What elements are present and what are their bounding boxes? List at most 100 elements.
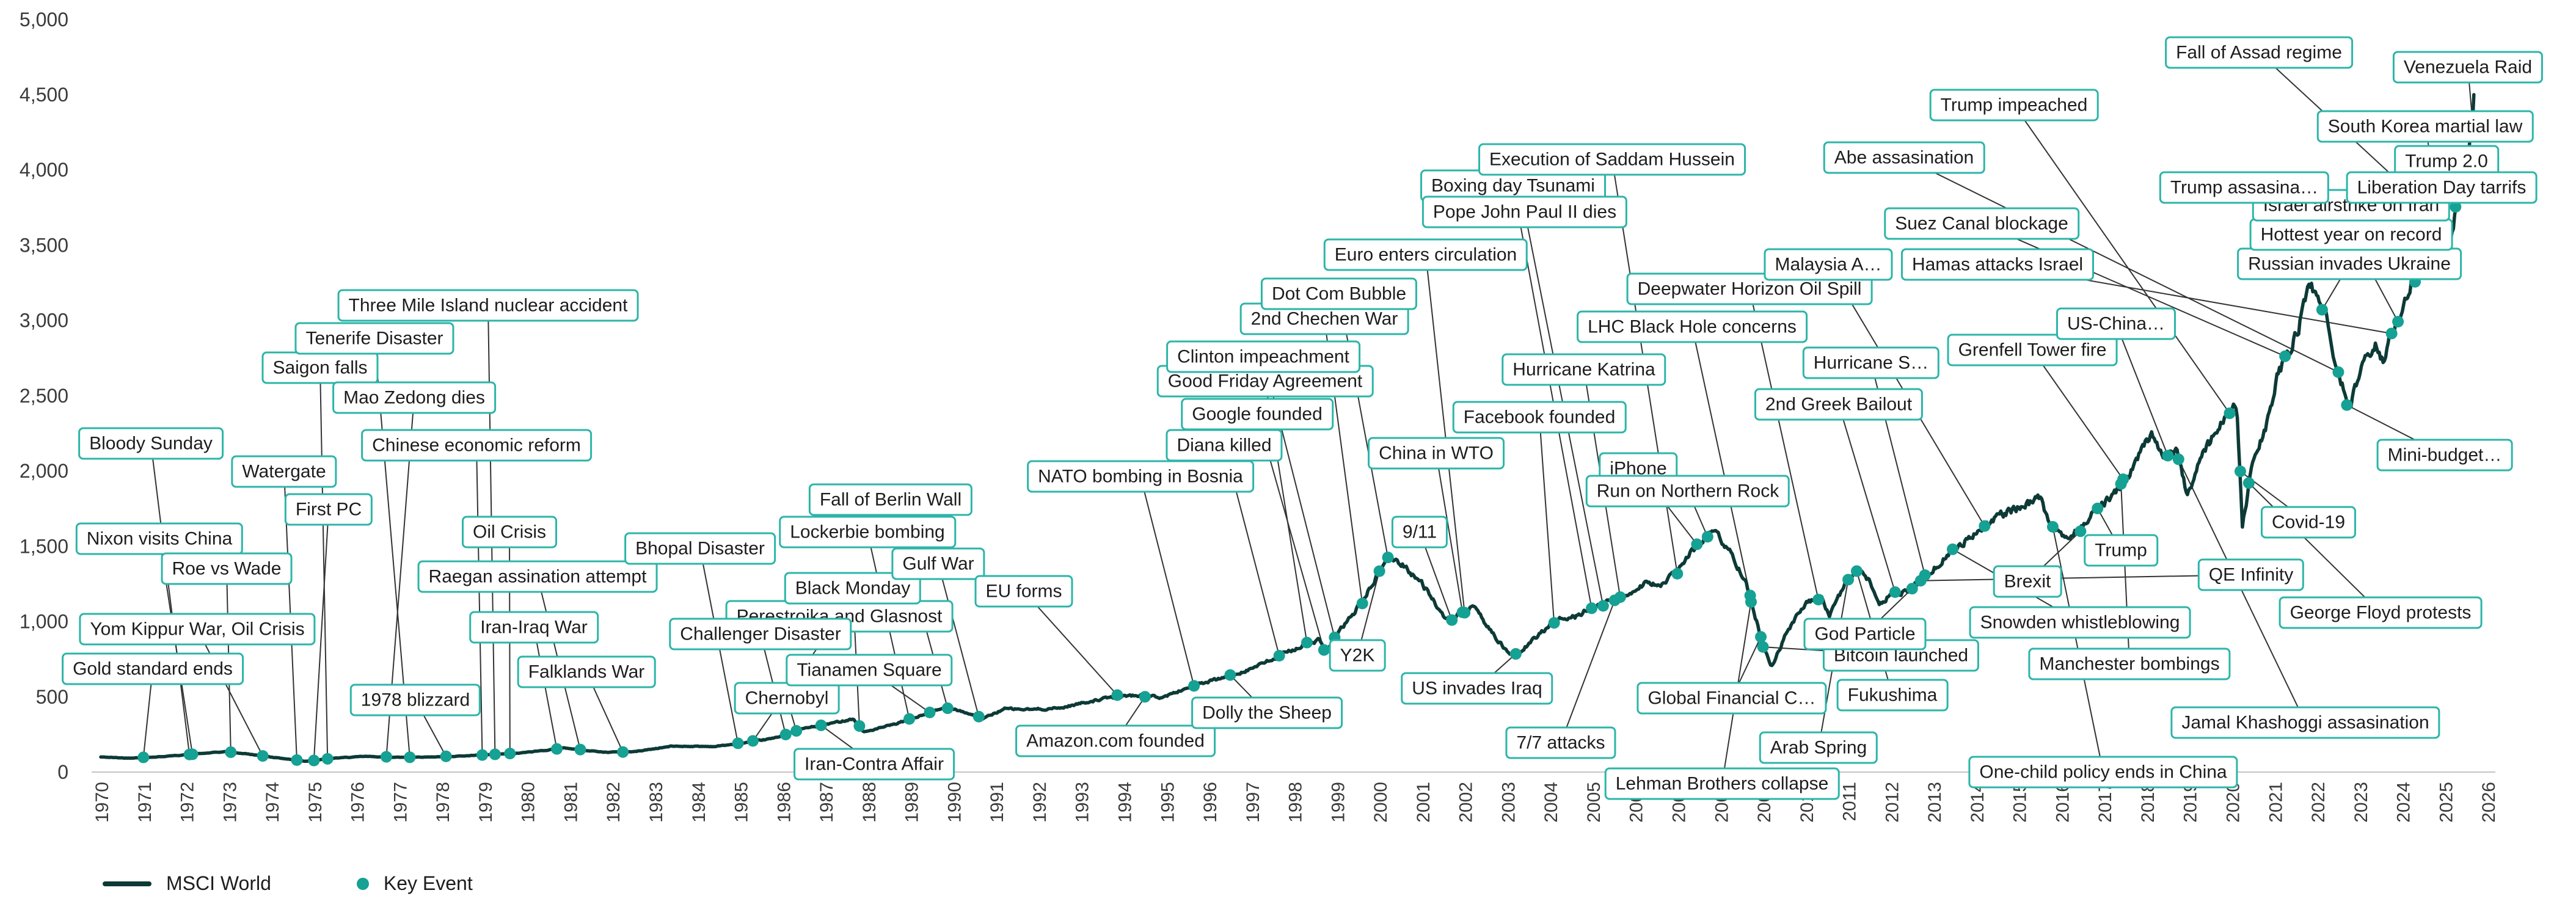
key-event-dot xyxy=(2117,473,2129,486)
event-label-trump: Trump xyxy=(2084,534,2158,567)
key-event-dot xyxy=(1979,520,1991,532)
event-label-one-child-policy-ends-in-china: One-child policy ends in China xyxy=(1968,756,2238,789)
x-axis-tick-label: 2000 xyxy=(1371,782,1391,823)
key-event-dot xyxy=(1597,600,1609,612)
key-event-dot xyxy=(1111,689,1123,701)
key-event-dot xyxy=(2392,316,2404,328)
key-event-dot xyxy=(1691,538,1703,550)
event-label-y2k: Y2K xyxy=(1329,639,1386,672)
key-event-dot xyxy=(732,737,744,749)
x-axis-tick-label: 1987 xyxy=(817,782,837,823)
event-label-brexit: Brexit xyxy=(1993,565,2062,598)
key-event-dot xyxy=(1889,586,1901,598)
event-label-clinton-impeachment: Clinton impeachment xyxy=(1166,340,1360,373)
event-connector xyxy=(476,445,483,756)
key-event-dot xyxy=(2450,201,2462,213)
x-axis-tick-label: 2025 xyxy=(2436,782,2456,823)
x-axis-tick-label: 1999 xyxy=(1328,782,1348,823)
x-axis-tick-label: 1982 xyxy=(604,782,624,823)
key-event-dot xyxy=(1139,691,1151,703)
event-label-hottest-year-on-record: Hottest year on record xyxy=(2249,218,2453,251)
event-label-iran-contra-affair: Iran-Contra Affair xyxy=(794,748,955,781)
y-axis-tick-label: 1,000 xyxy=(20,611,68,633)
key-event-dot xyxy=(2092,502,2104,514)
x-axis-tick-label: 2018 xyxy=(2138,782,2158,823)
x-axis-tick-label: 2016 xyxy=(2052,782,2073,823)
event-label-fall-of-assad-regime: Fall of Assad regime xyxy=(2165,36,2353,69)
event-label-tianamen-square: Tianamen Square xyxy=(786,654,953,687)
x-axis-tick-label: 1995 xyxy=(1158,782,1178,823)
event-label-amazon-com-founded: Amazon.com founded xyxy=(1015,724,1216,757)
key-event-dot xyxy=(1373,565,1385,577)
event-connector xyxy=(1903,157,2339,373)
event-connector xyxy=(1425,254,1465,613)
x-axis-tick-label: 2020 xyxy=(2224,782,2244,823)
key-event-dot xyxy=(504,748,516,760)
key-event-dot xyxy=(380,751,392,763)
event-connector xyxy=(533,627,558,749)
x-axis-tick-label: 1993 xyxy=(1073,782,1093,823)
key-event-dot xyxy=(137,751,150,764)
x-axis-tick-label: 1971 xyxy=(135,782,155,823)
event-label-liberation-day-tarrifs: Liberation Day tarrifs xyxy=(2346,171,2538,204)
event-label-raegan-assination-attempt: Raegan assination attempt xyxy=(417,560,658,593)
x-axis-tick-label: 1997 xyxy=(1243,782,1263,823)
key-event-dot xyxy=(1586,602,1598,614)
key-event-dot xyxy=(924,706,936,718)
event-label-russian-invades-ukraine: Russian invades Ukraine xyxy=(2237,247,2462,280)
event-label-suez-canal-blockage: Suez Canal blockage xyxy=(1884,207,2079,240)
event-label-global-financial-c: Global Financial C… xyxy=(1636,682,1827,715)
x-axis-tick-label: 1980 xyxy=(519,782,539,823)
event-label-fukushima: Fukushima xyxy=(1836,679,1949,712)
x-axis-tick-label: 2005 xyxy=(1584,782,1604,823)
event-label-pope-john-paul-ii-dies: Pope John Paul II dies xyxy=(1421,195,1628,228)
x-axis-tick-label: 1979 xyxy=(476,782,496,823)
x-axis-tick-label: 2026 xyxy=(2479,782,2499,823)
key-event-dot xyxy=(1757,641,1769,653)
x-axis-tick-label: 1972 xyxy=(178,782,198,823)
key-event-dot xyxy=(257,750,269,762)
x-axis-tick-label: 2017 xyxy=(2095,782,2115,823)
x-axis-tick-label: 1978 xyxy=(433,782,453,823)
key-event-dot xyxy=(1947,543,1959,555)
event-label-chinese-economic-reform: Chinese economic reform xyxy=(361,429,592,462)
x-axis-tick-label: 1981 xyxy=(561,782,581,823)
event-connector xyxy=(150,443,191,755)
y-axis-tick-label: 1,500 xyxy=(20,535,68,557)
event-label-us-invades-iraq: US invades Iraq xyxy=(1401,672,1553,705)
event-label-oil-crisis: Oil Crisis xyxy=(462,516,557,549)
x-axis-tick-label: 2011 xyxy=(1840,782,1860,822)
event-label-three-mile-island-nuclear-accident: Three Mile Island nuclear accident xyxy=(337,289,639,322)
key-event-dot xyxy=(2046,521,2059,533)
x-axis-tick-label: 1988 xyxy=(859,782,880,823)
key-event-dot xyxy=(308,754,320,767)
x-axis-tick-label: 2004 xyxy=(1541,782,1561,823)
key-event-dot xyxy=(853,720,866,732)
event-connector xyxy=(1981,223,2286,357)
key-event-dot xyxy=(476,749,488,761)
x-axis-tick-label: 2002 xyxy=(1456,782,1476,823)
key-event-dot xyxy=(1273,649,1285,662)
event-label-first-pc: First PC xyxy=(284,493,373,526)
event-connector xyxy=(319,367,329,759)
key-event-dot xyxy=(1301,636,1313,649)
key-event-dot xyxy=(1614,591,1626,603)
event-label-deepwater-horizon-oil-spill: Deepwater Horizon Oil Spill xyxy=(1626,272,1873,305)
x-axis-tick-label: 2024 xyxy=(2394,782,2414,823)
event-label-1978-blizzard: 1978 blizzard xyxy=(349,684,481,716)
key-event-dot xyxy=(2074,525,2087,538)
key-event-dot xyxy=(1842,574,1855,586)
event-label-watergate: Watergate xyxy=(231,455,337,488)
event-label-run-on-northern-rock: Run on Northern Rock xyxy=(1585,475,1790,508)
x-axis-tick-label: 2022 xyxy=(2308,782,2329,823)
key-event-dot xyxy=(1548,617,1560,629)
x-axis-tick-label: 1990 xyxy=(944,782,965,823)
x-axis-tick-label: 1970 xyxy=(92,782,112,823)
event-connector xyxy=(1921,574,2252,581)
chart-legend: MSCI World Key Event xyxy=(103,872,473,895)
key-event-dot xyxy=(2162,450,2174,462)
key-event-dot xyxy=(2332,366,2344,378)
event-label-lhc-black-hole-concerns: LHC Black Hole concerns xyxy=(1577,310,1808,343)
event-label-manchester-bombings: Manchester bombings xyxy=(2028,647,2231,680)
